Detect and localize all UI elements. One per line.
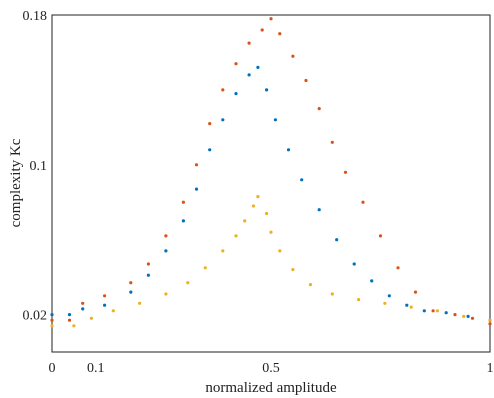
data-point xyxy=(89,316,93,320)
data-point xyxy=(396,266,400,270)
data-point xyxy=(186,281,190,285)
x-tick-label: 0.1 xyxy=(87,361,105,376)
data-point xyxy=(103,303,107,307)
data-point xyxy=(488,318,492,322)
data-point xyxy=(260,28,264,32)
data-point xyxy=(378,234,383,238)
y-tick-label: 0.1 xyxy=(30,159,48,174)
x-tick-label: 0 xyxy=(49,361,56,376)
data-point xyxy=(181,200,185,204)
data-point xyxy=(81,307,85,311)
data-point xyxy=(103,294,107,298)
data-point xyxy=(203,266,207,270)
data-point xyxy=(361,200,365,204)
data-point xyxy=(405,303,409,307)
data-point xyxy=(304,78,308,83)
data-point xyxy=(291,54,295,58)
data-point xyxy=(466,314,470,318)
data-point xyxy=(488,322,492,326)
data-point xyxy=(278,249,282,253)
tick-labels: 0 0.1 0.5 1 0.02 0.1 0.18 xyxy=(23,9,494,376)
data-point xyxy=(330,140,334,144)
data-point xyxy=(413,290,418,294)
data-point xyxy=(247,73,251,77)
series-1 xyxy=(50,65,492,322)
data-point xyxy=(269,17,273,21)
data-point xyxy=(50,313,54,317)
data-marks xyxy=(50,17,492,328)
data-point xyxy=(129,290,133,294)
data-point xyxy=(234,62,238,66)
data-point xyxy=(50,324,54,328)
plot-area-frame xyxy=(51,14,491,353)
data-point xyxy=(330,292,334,296)
data-point xyxy=(234,92,238,96)
data-point xyxy=(409,305,413,309)
data-point xyxy=(387,294,391,298)
y-axis-title: complexity Kc xyxy=(8,138,24,227)
data-point xyxy=(435,309,439,313)
x-axis-title: normalized amplitude xyxy=(205,380,337,396)
data-point xyxy=(81,301,85,305)
data-point xyxy=(291,268,295,272)
data-point xyxy=(164,292,168,296)
data-point xyxy=(308,283,312,287)
data-point xyxy=(444,311,448,315)
data-point xyxy=(221,88,225,92)
data-point xyxy=(208,148,212,152)
data-point xyxy=(273,118,277,122)
data-point xyxy=(146,262,150,266)
data-point xyxy=(256,65,260,69)
data-point xyxy=(67,313,72,317)
data-point xyxy=(470,316,475,320)
data-point xyxy=(129,281,133,285)
data-point xyxy=(164,249,168,253)
data-point xyxy=(221,118,225,122)
data-point xyxy=(383,301,387,305)
data-point xyxy=(50,318,54,322)
data-point xyxy=(164,234,168,238)
data-point xyxy=(269,230,273,234)
y-tick-label: 0.02 xyxy=(23,309,48,324)
y-tick-label: 0.18 xyxy=(23,9,48,24)
data-point xyxy=(343,170,348,174)
data-point xyxy=(194,187,199,191)
data-point xyxy=(146,273,150,277)
data-point xyxy=(335,238,339,242)
x-tick-label: 1 xyxy=(487,361,494,376)
x-tick-label: 0.5 xyxy=(262,361,280,376)
data-point xyxy=(67,318,72,322)
data-point xyxy=(317,107,321,111)
data-point xyxy=(208,122,212,126)
data-point xyxy=(431,309,435,313)
data-point xyxy=(194,163,199,167)
data-point xyxy=(278,32,282,36)
data-point xyxy=(265,211,269,216)
data-point xyxy=(72,324,76,328)
data-point xyxy=(352,262,356,266)
data-point xyxy=(422,309,426,313)
data-point xyxy=(265,88,269,92)
data-point xyxy=(221,249,225,253)
data-point xyxy=(286,148,291,152)
data-point xyxy=(256,195,260,199)
data-point xyxy=(317,208,321,212)
data-point xyxy=(370,279,374,283)
data-point xyxy=(453,313,457,317)
series-0 xyxy=(50,17,492,326)
series-2 xyxy=(50,195,492,328)
data-point xyxy=(138,301,142,305)
data-point xyxy=(357,298,361,302)
data-point xyxy=(111,309,115,313)
data-point xyxy=(247,41,251,45)
data-point xyxy=(181,219,185,223)
data-point xyxy=(234,234,238,238)
data-point xyxy=(243,219,247,223)
data-point xyxy=(251,204,256,208)
data-point xyxy=(300,178,304,182)
data-point xyxy=(462,314,466,318)
